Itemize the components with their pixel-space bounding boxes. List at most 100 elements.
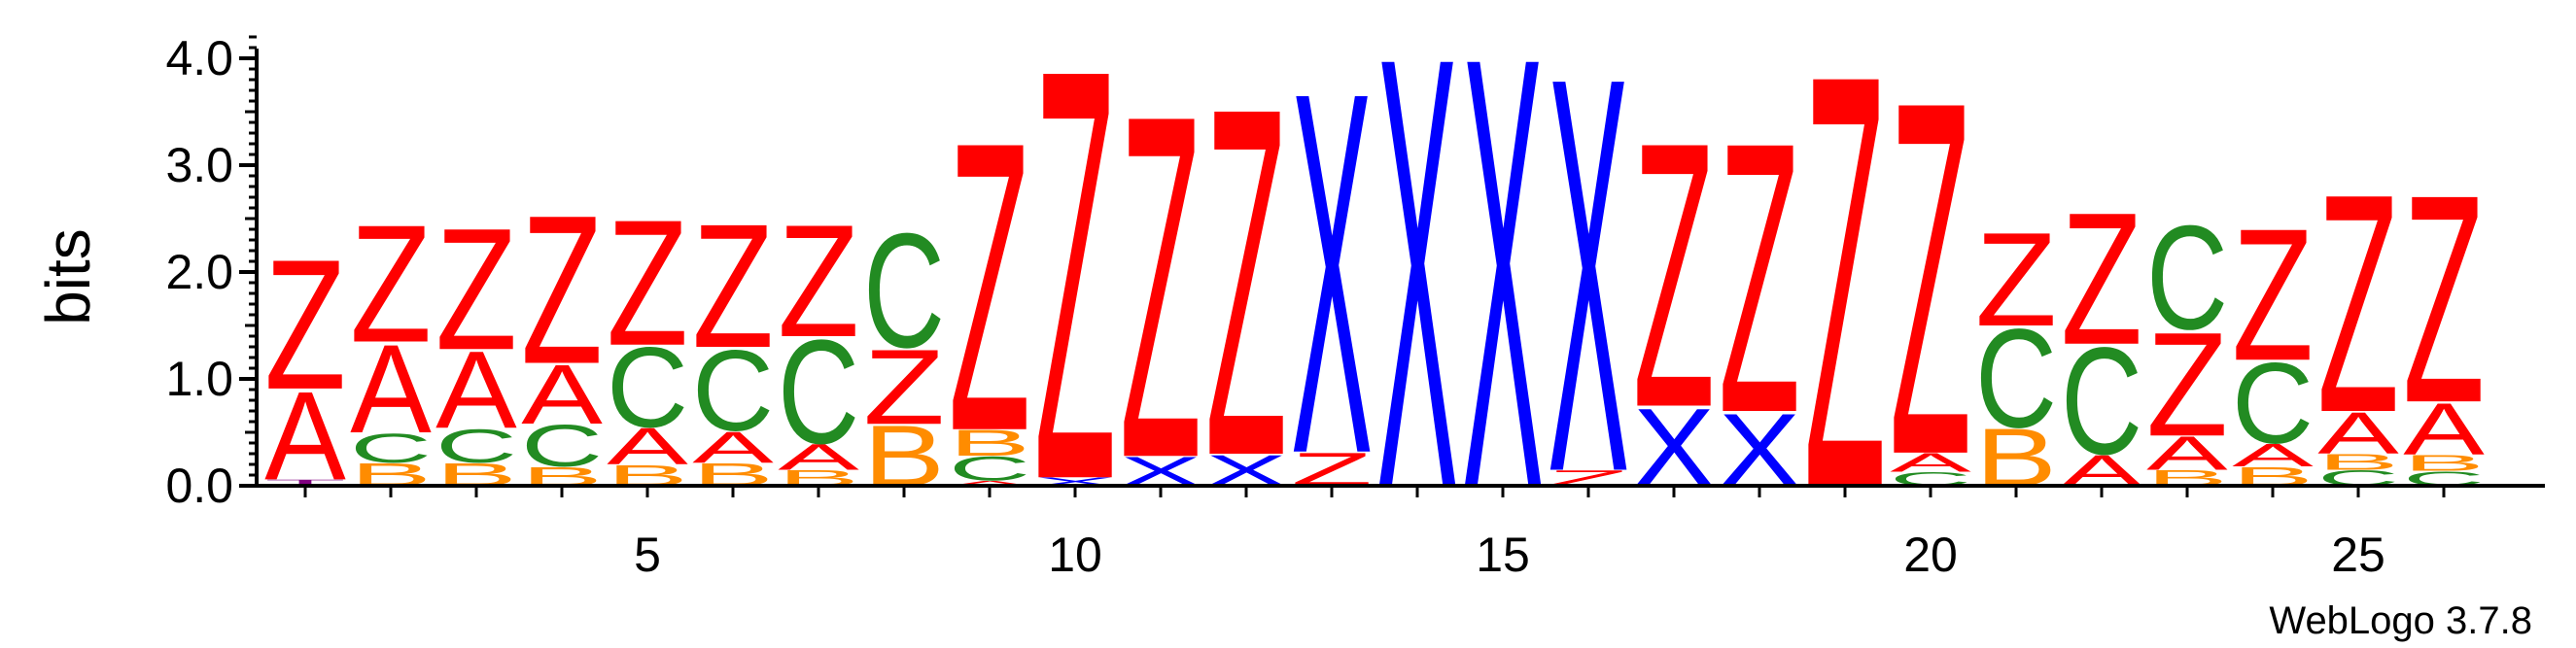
logo-column-16: ZX [1548,0,1629,591]
logo-letter-b: B [1975,412,2057,503]
y-axis-label: bits [33,228,103,325]
logo-letter-x: X [1462,0,1544,617]
logo-column-8: BZC [863,199,945,505]
logo-letter-x: X [1291,0,1373,562]
logo-letter-b: B [949,423,1030,464]
logo-column-1: TAZ [264,222,346,507]
logo-letter-a: A [264,365,346,506]
logo-letter-x: X [1719,392,1800,508]
logo-column-13: ZX [1291,0,1373,562]
logo-letter-a: A [607,418,689,475]
logo-letter-z: Z [350,191,432,378]
y-tick-label: 0.0 [165,459,233,513]
logo-column-20: CAZ [1890,0,1971,561]
x-tick-label: 10 [1048,528,1102,582]
logo-letter-x: X [1376,0,1458,617]
x-axis-ticks: 5 10 15 20 25 [303,486,2446,582]
logo-letter-c: C [2146,194,2228,360]
logo-column-15: X [1462,0,1544,617]
logo-letter-c: C [521,413,603,479]
logo-letter-c: C [949,450,1030,488]
logo-letter-a: A [1890,448,1971,478]
x-tick-label: 5 [634,528,661,582]
y-tick-label: 2.0 [165,245,233,299]
logo-letter-z: Z [1205,5,1287,560]
logo-letter-b: B [863,408,945,504]
y-axis-ticks: 0.0 1.0 2.0 3.0 4.0 [165,31,257,513]
logo-letter-a: A [2232,437,2315,473]
logo-column-10: XZ [1034,0,1116,601]
logo-column-12: XZ [1205,5,1287,560]
logo-column-19: Z [1804,0,1886,612]
logo-letter-z: Z [1975,206,2057,355]
logo-letter-c: C [692,325,774,456]
logo-letter-z: Z [607,183,688,384]
logo-letter-z: Z [1034,0,1116,601]
logo-letter-z: Z [1633,63,1715,486]
logo-letter-c: C [778,309,859,475]
logo-letter-a: A [350,319,432,460]
logo-letter-a: A [2146,427,2228,480]
logo-column-22: ACZ [2061,173,2142,495]
logo-letter-z: Z [2146,301,2228,467]
logo-letter-z: Z [2061,173,2142,384]
logo-letter-c: C [1975,299,2057,457]
logo-letter-t: T [264,478,346,488]
logo-letter-a: A [435,329,517,452]
logo-letter-z: Z [949,55,1030,517]
logo-letter-a: A [521,347,603,442]
logo-letter-z: Z [2317,130,2399,477]
logo-letter-z: Z [521,171,603,408]
logo-letter-c: C [435,419,517,472]
y-tick-label: 4.0 [165,31,233,85]
logo-letter-c: C [2061,317,2142,487]
logo-letter-z: Z [264,222,346,428]
logo-letter-z: Z [2403,134,2485,464]
logo-letter-z: Z [435,192,517,387]
logo-letter-c: C [2232,338,2314,468]
x-tick-label: 15 [1476,528,1530,582]
logo-letter-z: Z [1120,13,1201,560]
logo-letter-z: Z [1804,0,1886,612]
logo-column-18: XZ [1719,62,1800,508]
logo-letter-x: X [1548,0,1629,591]
logo-letter-a: A [778,436,859,478]
logo-letter-a: A [949,479,1031,488]
logo-letter-z: Z [1890,0,1971,561]
logo-letter-c: C [350,425,432,471]
logo-letter-c: C [607,324,688,452]
weblogo-credit: WebLogo 3.7.8 [2269,599,2532,642]
logo-column-21: BCZ [1975,206,2057,503]
logo-column-11: XZ [1120,13,1201,560]
logo-column-17: XZ [1633,63,1715,509]
x-tick-label: 25 [2331,528,2385,582]
logo-letter-z: Z [778,192,859,371]
y-tick-label: 3.0 [165,138,233,192]
logo-letter-a: A [692,423,774,472]
logo-letter-z: Z [863,327,945,447]
logo-letter-z: Z [1719,62,1800,494]
y-tick-label: 1.0 [165,352,233,406]
logo-letter-c: C [863,199,945,382]
logo-letter-a: A [2403,388,2486,470]
logo-letter-b: B [2403,451,2485,476]
logo-letter-z: Z [692,188,774,385]
x-tick-label: 20 [1903,528,1958,582]
logo-column-14: X [1376,0,1458,617]
logo-letter-a: A [2317,400,2399,466]
logo-letter-z: Z [2232,189,2314,400]
logo-letter-x: X [1633,385,1715,509]
